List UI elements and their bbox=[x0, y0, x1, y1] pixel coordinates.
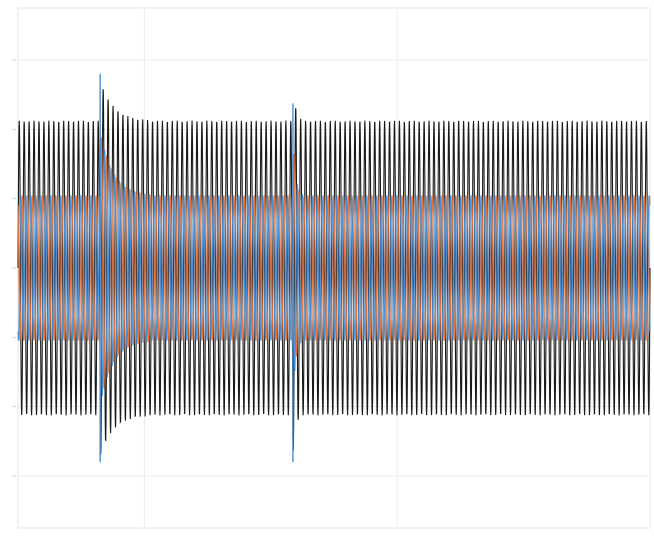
series-line-2 bbox=[17, 136, 651, 389]
series-line-3 bbox=[17, 138, 651, 396]
series-line-1 bbox=[17, 89, 651, 455]
traces bbox=[17, 73, 651, 463]
y-tick-marks bbox=[12, 59, 16, 477]
